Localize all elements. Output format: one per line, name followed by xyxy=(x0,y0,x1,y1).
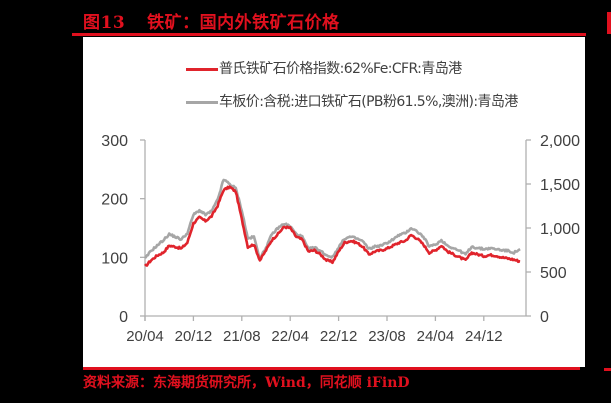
chart-tick-labels: 300 200 100 0 2,000 1,500 1,000 500 0 20/04 20/12 2… xyxy=(101,133,580,345)
chart-lines xyxy=(144,178,521,267)
right-tick-label: 1,000 xyxy=(540,221,580,238)
edge-mark-right-bottom xyxy=(604,368,611,371)
title-rule-right xyxy=(500,33,586,36)
legend-swatch-gray xyxy=(186,100,218,104)
legend-label: 普氏铁矿石价格指数:62%Fe:CFR:青岛港 xyxy=(219,61,462,77)
x-tick-label: 23/08 xyxy=(368,328,406,345)
x-tick-label: 24/12 xyxy=(465,328,503,345)
left-tick-label: 100 xyxy=(101,250,128,267)
x-tick-label: 22/12 xyxy=(320,328,358,345)
x-tick-label: 22/04 xyxy=(271,328,309,345)
right-tick-label: 2,000 xyxy=(540,133,580,150)
figure-title-text: 铁矿：国内外铁矿石价格 xyxy=(147,13,340,33)
x-tick-label: 24/04 xyxy=(417,328,455,345)
x-tick-label: 21/08 xyxy=(223,328,261,345)
left-tick-label: 300 xyxy=(101,133,128,150)
edge-mark-right-top xyxy=(607,12,611,34)
x-tick-label: 20/12 xyxy=(175,328,213,345)
right-tick-label: 0 xyxy=(540,309,549,326)
right-tick-label: 500 xyxy=(540,265,567,282)
chart-axes xyxy=(140,139,531,321)
title-rule xyxy=(72,33,500,36)
chart-panel xyxy=(83,37,585,367)
right-tick-label: 1,500 xyxy=(540,177,580,194)
source-note: 资料来源：东海期货研究所，Wind，同花顺 iFinD xyxy=(83,375,410,391)
series-line-pb-fines-qingdao xyxy=(144,178,521,261)
left-tick-label: 0 xyxy=(119,309,128,326)
source-rule xyxy=(83,367,580,370)
legend-label: 车板价:含税:进口铁矿石(PB粉61.5%,澳洲):青岛港 xyxy=(219,94,518,110)
legend-item-pb-fines: 车板价:含税:进口铁矿石(PB粉61.5%,澳洲):青岛港 xyxy=(186,91,518,111)
series-line-platts-62fe xyxy=(144,185,521,267)
x-tick-label: 20/04 xyxy=(126,328,164,345)
legend-swatch-red xyxy=(186,67,218,71)
figure-title: 图13 铁矿：国内外铁矿石价格 xyxy=(83,8,340,33)
left-tick-label: 200 xyxy=(101,192,128,209)
legend-item-platts: 普氏铁矿石价格指数:62%Fe:CFR:青岛港 xyxy=(186,58,462,78)
figure-label: 图13 xyxy=(83,13,126,33)
